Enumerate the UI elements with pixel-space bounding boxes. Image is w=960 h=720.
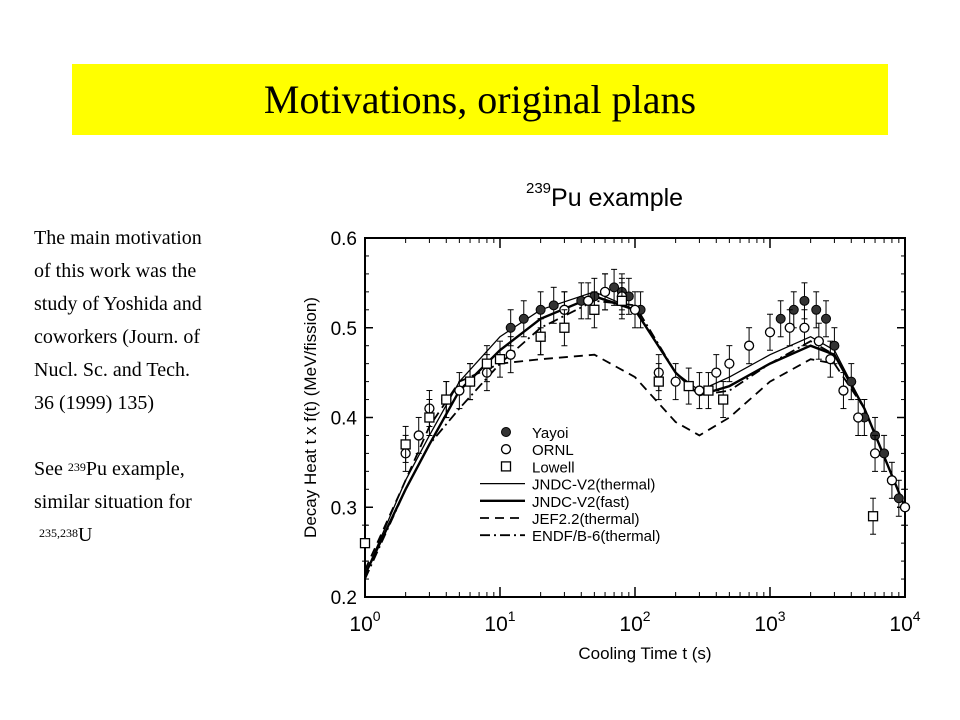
data-point-ornl bbox=[724, 358, 735, 369]
legend-label: Lowell bbox=[532, 459, 575, 476]
legend-label: JNDC-V2(fast) bbox=[532, 494, 630, 511]
data-point-ornl bbox=[711, 367, 722, 378]
data-point-lowell bbox=[441, 394, 452, 405]
data-point-yayoi bbox=[821, 313, 832, 324]
data-point-ornl bbox=[583, 295, 594, 306]
x-tick-label: 101 bbox=[484, 608, 515, 636]
data-point-lowell bbox=[400, 439, 411, 450]
y-tick-label: 0.2 bbox=[331, 588, 357, 609]
data-point-yayoi bbox=[829, 340, 840, 351]
data-point-lowell bbox=[616, 295, 628, 306]
isotope-mass: 235,238 bbox=[39, 526, 78, 540]
data-point-ornl bbox=[799, 322, 810, 333]
body-line: 36 (1999) 135) bbox=[34, 392, 154, 414]
y-tick-label: 0.3 bbox=[331, 498, 357, 519]
data-point-yayoi bbox=[775, 313, 786, 324]
similar-line: similar situation for bbox=[34, 491, 192, 513]
legend-label: JNDC-V2(thermal) bbox=[532, 477, 655, 494]
chart-title: 239Pu example bbox=[526, 180, 684, 212]
data-point-lowell bbox=[359, 538, 371, 549]
legend-label: JEF2.2(thermal) bbox=[532, 511, 640, 528]
legend-label: ENDF/B-6(thermal) bbox=[532, 528, 660, 545]
data-point-yayoi bbox=[518, 313, 529, 324]
data-point-ornl bbox=[743, 340, 755, 351]
data-point-ornl bbox=[853, 412, 864, 423]
body-line: study of Yoshida and bbox=[34, 293, 202, 315]
data-point-yayoi bbox=[846, 376, 857, 387]
y-axis-label: Decay Heat t x f(t) (MeV/fission) bbox=[301, 297, 320, 538]
body-text: The main motivation of this work was the… bbox=[34, 222, 284, 552]
data-point-yayoi bbox=[811, 304, 822, 315]
isotope-mass: 239 bbox=[67, 460, 86, 474]
title-banner: Motivations, original plans bbox=[72, 64, 888, 135]
data-point-yayoi bbox=[799, 295, 810, 306]
data-point-ornl bbox=[869, 448, 881, 459]
x-tick-label: 104 bbox=[889, 608, 920, 636]
body-line: Nucl. Sc. and Tech. bbox=[34, 359, 190, 381]
data-point-ornl bbox=[813, 336, 824, 347]
data-point-yayoi bbox=[535, 304, 546, 315]
series-line-endf-b-6-thermal- bbox=[364, 299, 906, 580]
data-point-lowell bbox=[589, 304, 600, 315]
body-line: of this work was the bbox=[34, 260, 197, 282]
data-point-lowell bbox=[718, 394, 729, 405]
data-point-ornl bbox=[838, 385, 849, 396]
x-tick-label: 102 bbox=[619, 608, 650, 636]
see-example-line: See 239Pu example, bbox=[34, 458, 185, 480]
data-point-lowell bbox=[535, 331, 546, 342]
data-point-yayoi bbox=[548, 300, 559, 311]
data-point-lowell bbox=[494, 354, 506, 365]
uranium-line: 235,238U bbox=[39, 524, 93, 546]
data-point-ornl bbox=[670, 376, 681, 387]
data-point-yayoi bbox=[609, 282, 620, 293]
data-point-lowell bbox=[559, 322, 570, 333]
data-point-ornl bbox=[500, 444, 512, 455]
body-line: coworkers (Journ. of bbox=[34, 326, 201, 348]
data-point-ornl bbox=[505, 349, 516, 360]
data-point-lowell bbox=[424, 412, 435, 423]
data-point-lowell bbox=[703, 385, 714, 396]
data-point-ornl bbox=[599, 286, 611, 298]
data-point-lowell bbox=[481, 358, 493, 369]
data-point-lowell bbox=[653, 376, 664, 387]
y-tick-label: 0.4 bbox=[331, 409, 358, 430]
x-tick-label: 100 bbox=[349, 608, 380, 636]
x-tick-label: 103 bbox=[754, 608, 785, 636]
data-point-yayoi bbox=[501, 427, 511, 437]
data-point-ornl bbox=[694, 385, 705, 396]
data-point-ornl bbox=[413, 430, 424, 441]
legend-label: Yayoi bbox=[532, 425, 568, 442]
data-point-lowell bbox=[867, 511, 879, 522]
body-line: The main motivation bbox=[34, 227, 202, 249]
data-point-yayoi bbox=[879, 448, 890, 459]
chart-title-mass: 239 bbox=[526, 180, 552, 197]
x-axis-label: Cooling Time t (s) bbox=[578, 644, 711, 663]
data-point-ornl bbox=[825, 354, 836, 365]
data-point-yayoi bbox=[505, 322, 516, 333]
data-point-ornl bbox=[629, 304, 641, 315]
data-point-ornl bbox=[886, 475, 898, 486]
data-point-lowell bbox=[683, 380, 694, 392]
data-point-ornl bbox=[899, 502, 911, 513]
slide-title: Motivations, original plans bbox=[263, 77, 697, 122]
data-point-lowell bbox=[464, 376, 476, 387]
data-point-lowell bbox=[500, 461, 512, 472]
y-tick-label: 0.5 bbox=[331, 319, 357, 340]
data-point-ornl bbox=[454, 385, 465, 396]
data-point-ornl bbox=[784, 322, 795, 333]
y-tick-label: 0.6 bbox=[331, 229, 357, 250]
data-point-ornl bbox=[764, 327, 776, 338]
legend-label: ORNL bbox=[532, 442, 574, 459]
data-point-yayoi bbox=[893, 493, 904, 504]
